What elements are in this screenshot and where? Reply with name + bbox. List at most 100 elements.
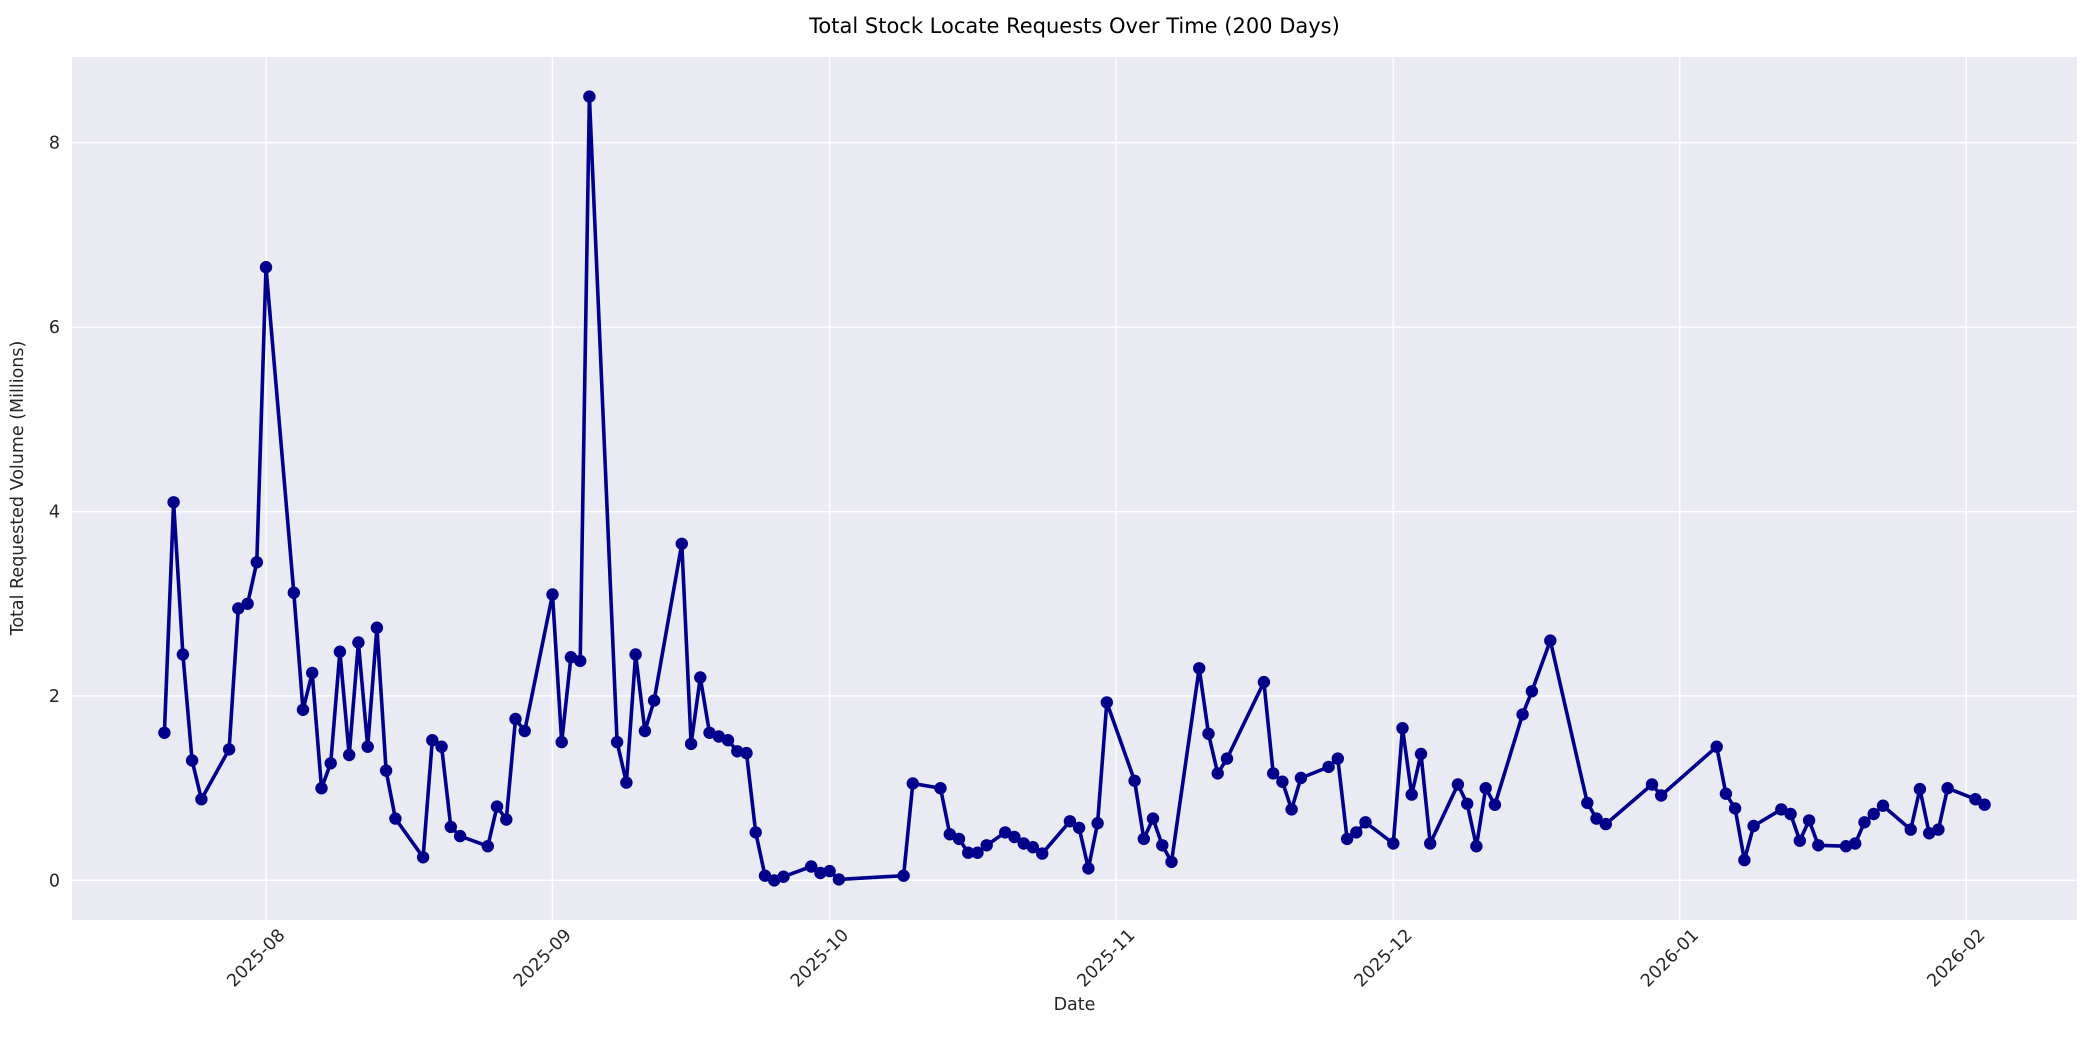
data-point (435, 740, 448, 753)
data-point (1479, 782, 1492, 795)
data-point (222, 743, 236, 756)
data-point (1387, 837, 1400, 850)
data-point (1978, 798, 1991, 811)
data-point (703, 726, 716, 739)
data-point (1063, 815, 1077, 828)
data-point (361, 740, 374, 753)
data-point (1461, 797, 1474, 810)
data-point (176, 648, 190, 661)
x-tick-label: 2026-01 (1637, 926, 1703, 992)
data-point (426, 734, 439, 747)
data-point (1202, 727, 1215, 740)
data-point (758, 869, 772, 882)
data-point (1793, 834, 1807, 847)
chart-title: Total Stock Locate Requests Over Time (2… (809, 14, 1340, 38)
data-point (610, 735, 624, 749)
data-point (721, 734, 735, 747)
x-tick-label: 2025-08 (224, 926, 290, 992)
data-point (546, 588, 559, 601)
data-point (768, 874, 781, 887)
data-point (1137, 832, 1151, 846)
data-point (1719, 787, 1733, 800)
data-point (306, 666, 319, 680)
data-point (158, 726, 171, 739)
data-point (343, 748, 356, 762)
data-point (1424, 837, 1437, 850)
data-point (1331, 752, 1345, 765)
data-point (1802, 814, 1816, 827)
data-point (1544, 634, 1557, 647)
data-point (1285, 803, 1298, 816)
data-point (684, 737, 698, 751)
data-point (620, 776, 633, 789)
data-point (1858, 816, 1871, 829)
data-point (1747, 819, 1760, 833)
data-point (1276, 775, 1289, 788)
data-point (823, 864, 836, 878)
data-point (1257, 675, 1271, 689)
data-point (1969, 793, 1982, 806)
x-tick-label: 2025-11 (1074, 926, 1140, 992)
data-point (777, 870, 790, 883)
y-tick-label: 0 (49, 871, 60, 891)
data-point (583, 90, 596, 103)
data-point (999, 826, 1012, 839)
data-point (324, 757, 337, 770)
data-point (1322, 760, 1335, 774)
data-point (1655, 789, 1668, 802)
data-point (980, 839, 993, 852)
data-point (1581, 796, 1594, 810)
data-point (1267, 767, 1280, 780)
data-point (1710, 740, 1723, 753)
data-point (962, 846, 975, 859)
data-point (1350, 826, 1363, 839)
data-point (250, 556, 263, 569)
data-point (1405, 788, 1418, 801)
data-point (564, 651, 578, 664)
data-point (1414, 747, 1428, 761)
x-tick-label: 2026-02 (1924, 926, 1990, 992)
data-point (1645, 778, 1659, 791)
data-point (1941, 782, 1954, 795)
data-point (943, 828, 956, 841)
data-point (370, 621, 384, 634)
data-point (1867, 807, 1880, 821)
data-point (333, 645, 347, 658)
data-point (805, 860, 818, 873)
data-point (749, 826, 762, 839)
data-point (1396, 722, 1409, 735)
data-point (1932, 823, 1945, 836)
x-axis-label: Date (1053, 995, 1096, 1015)
data-point (1775, 803, 1788, 816)
data-point (1008, 830, 1021, 844)
data-point (814, 866, 827, 880)
data-point (1876, 799, 1890, 812)
data-point (1913, 782, 1927, 796)
data-point (647, 694, 661, 707)
y-tick-label: 2 (49, 687, 60, 707)
data-point (1072, 821, 1086, 834)
data-point (952, 832, 966, 846)
data-point (1599, 817, 1613, 831)
x-tick-label: 2025-10 (787, 926, 853, 992)
data-point (1738, 853, 1751, 867)
data-point (906, 777, 919, 790)
data-point (389, 812, 402, 825)
data-point (518, 724, 531, 738)
data-point (167, 496, 180, 509)
data-point (444, 820, 457, 834)
data-point (1091, 817, 1104, 830)
data-point (1812, 839, 1825, 852)
data-point (1525, 685, 1539, 698)
y-axis-label: Total Requested Volume (Millions) (8, 340, 28, 636)
data-point (574, 654, 587, 668)
data-point (1211, 767, 1224, 780)
data-point (731, 745, 744, 758)
data-point (1488, 798, 1502, 811)
data-point (1220, 752, 1234, 765)
plot-background (72, 57, 2077, 920)
data-point (629, 648, 642, 661)
data-point (1904, 823, 1917, 836)
